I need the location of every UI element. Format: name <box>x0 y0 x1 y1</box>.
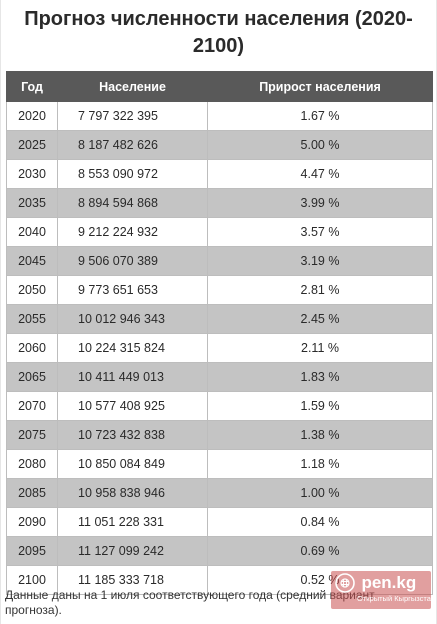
table-row: 2035 8 894 594 868 3.99 % <box>6 188 433 218</box>
cell-year: 2090 <box>6 507 58 537</box>
table-row: 2070 10 577 408 925 1.59 % <box>6 391 433 421</box>
watermark-logo-link[interactable]: pen.kg Открытый Кыргызстан <box>331 571 436 609</box>
table-row: 2085 10 958 838 946 1.00 % <box>6 478 433 508</box>
table-row: 2055 10 012 946 343 2.45 % <box>6 304 433 334</box>
cell-growth: 0.69 % <box>207 536 433 566</box>
header-year: Год <box>6 71 58 102</box>
table-row: 2020 7 797 322 395 1.67 % <box>6 101 433 131</box>
cell-growth: 1.83 % <box>207 362 433 392</box>
cell-year: 2065 <box>6 362 58 392</box>
cell-population: 8 187 482 626 <box>57 130 208 160</box>
cell-growth: 1.18 % <box>207 449 433 479</box>
table-row: 2080 10 850 084 849 1.18 % <box>6 449 433 479</box>
cell-year: 2060 <box>6 333 58 363</box>
cell-population: 10 850 084 849 <box>57 449 208 479</box>
cell-year: 2070 <box>6 391 58 421</box>
cell-growth: 1.00 % <box>207 478 433 508</box>
cell-year: 2075 <box>6 420 58 450</box>
cell-year: 2100 <box>6 565 58 595</box>
cell-population: 11 127 099 242 <box>57 536 208 566</box>
cell-population: 10 224 315 824 <box>57 333 208 363</box>
cell-year: 2025 <box>6 130 58 160</box>
cell-population: 8 894 594 868 <box>57 188 208 218</box>
table-row: 2040 9 212 224 932 3.57 % <box>6 217 433 247</box>
cell-growth: 1.38 % <box>207 420 433 450</box>
watermark-tagline: Открытый Кыргызстан <box>357 594 436 603</box>
cell-growth: 2.45 % <box>207 304 433 334</box>
cell-population: 10 723 432 838 <box>57 420 208 450</box>
cell-population: 10 411 449 013 <box>57 362 208 392</box>
cell-year: 2035 <box>6 188 58 218</box>
cell-growth: 4.47 % <box>207 159 433 189</box>
cell-growth: 2.81 % <box>207 275 433 305</box>
cell-growth: 0.84 % <box>207 507 433 537</box>
cell-population: 10 577 408 925 <box>57 391 208 421</box>
table-row: 2060 10 224 315 824 2.11 % <box>6 333 433 363</box>
cell-year: 2085 <box>6 478 58 508</box>
cell-year: 2040 <box>6 217 58 247</box>
table-row: 2065 10 411 449 013 1.83 % <box>6 362 433 392</box>
footnote: Данные даны на 1 июля соответствующего г… <box>5 588 375 617</box>
header-population: Население <box>57 71 208 102</box>
kyrgyz-sun-logo-icon <box>335 573 355 593</box>
table-row: 2095 11 127 099 242 0.69 % <box>6 536 433 566</box>
cell-population: 9 506 070 389 <box>57 246 208 276</box>
page-title: Прогноз численности населения (2020-2100… <box>24 8 413 57</box>
table-row: 2025 8 187 482 626 5.00 % <box>6 130 433 160</box>
cell-year: 2045 <box>6 246 58 276</box>
population-table: Год Население Прирост населения 2020 7 7… <box>6 71 433 595</box>
cell-growth: 5.00 % <box>207 130 433 160</box>
cell-growth: 3.57 % <box>207 217 433 247</box>
table-row: 2045 9 506 070 389 3.19 % <box>6 246 433 276</box>
table-row: 2050 9 773 651 653 2.81 % <box>6 275 433 305</box>
cell-population: 10 958 838 946 <box>57 478 208 508</box>
cell-growth: 3.99 % <box>207 188 433 218</box>
cell-growth: 1.59 % <box>207 391 433 421</box>
cell-year: 2030 <box>6 159 58 189</box>
cell-population: 9 212 224 932 <box>57 217 208 247</box>
cell-year: 2050 <box>6 275 58 305</box>
table-body: 2020 7 797 322 395 1.67 % 2025 8 187 482… <box>6 101 433 595</box>
watermark-name: pen.kg <box>361 573 417 592</box>
table-row: 2100 11 185 333 718 0.52 % <box>6 565 433 595</box>
cell-year: 2080 <box>6 449 58 479</box>
table-row: 2030 8 553 090 972 4.47 % <box>6 159 433 189</box>
cell-population: 11 051 228 331 <box>57 507 208 537</box>
cell-year: 2055 <box>6 304 58 334</box>
cell-year: 2095 <box>6 536 58 566</box>
cell-population: 10 012 946 343 <box>57 304 208 334</box>
cell-population: 7 797 322 395 <box>57 101 208 131</box>
cell-population: 9 773 651 653 <box>57 275 208 305</box>
table-row: 2090 11 051 228 331 0.84 % <box>6 507 433 537</box>
header-growth: Прирост населения <box>207 71 433 102</box>
cell-growth: 1.67 % <box>207 101 433 131</box>
cell-population: 8 553 090 972 <box>57 159 208 189</box>
cell-growth: 2.11 % <box>207 333 433 363</box>
table-header-row: Год Население Прирост населения <box>6 71 433 102</box>
cell-growth: 3.19 % <box>207 246 433 276</box>
table-row: 2075 10 723 432 838 1.38 % <box>6 420 433 450</box>
cell-year: 2020 <box>6 101 58 131</box>
